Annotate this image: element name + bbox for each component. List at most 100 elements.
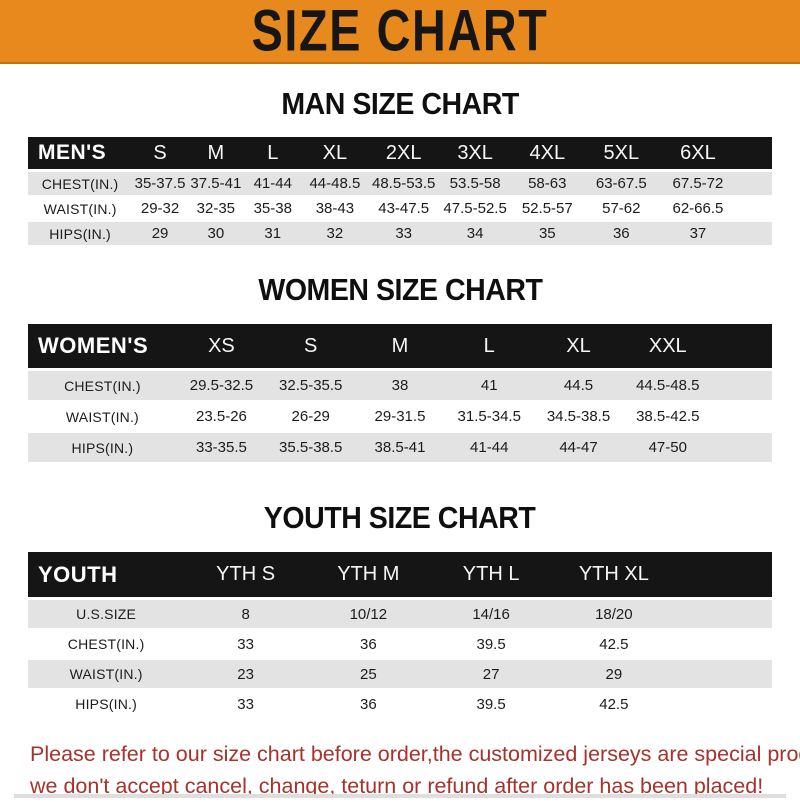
women-value-cell: 32.5-35.5 <box>266 368 356 402</box>
men-value-cell: 67.5-72 <box>658 169 737 197</box>
men-size-table: MEN'S S M L XL 2XL 3XL 4XL 5XL 6XL CHEST(IN.) 35-37… <box>28 137 772 247</box>
women-size-column-header: L <box>483 334 495 357</box>
women-table-row: CHEST(IN.) 29.5-32.5 32.5-35.5 38 41 44.5 44.5… <box>28 368 772 402</box>
men-header-label: MEN'S <box>38 141 107 164</box>
size-chart-banner: SIZE CHART <box>0 0 800 64</box>
men-row-filler <box>736 221 772 247</box>
women-value-cell: 26-29 <box>266 401 356 433</box>
women-header-row: WOMEN'S XS S M L XL XXL <box>28 324 772 370</box>
women-size-column-header: XL <box>566 334 591 357</box>
youth-value-cell: 36 <box>306 689 430 720</box>
men-row-filler <box>736 169 772 197</box>
men-size-column-header: S <box>153 141 167 164</box>
youth-section-heading: YOUTH SIZE CHART <box>0 502 800 534</box>
youth-section: YOUTH SIZE CHART YOUTH YTH S YTH M YTH L YTH… <box>0 502 800 720</box>
men-section-heading-text: MAN SIZE CHART <box>281 86 519 121</box>
men-section-heading: MAN SIZE CHART <box>0 88 800 120</box>
women-size-column-header: XS <box>208 334 235 357</box>
youth-value-cell: 42.5 <box>552 629 676 660</box>
men-size-column-header: 2XL <box>385 141 422 164</box>
youth-size-column-header: YTH S <box>216 563 276 585</box>
women-row-label: HIPS(IN.) <box>28 432 177 464</box>
youth-table-row: WAIST(IN.) 23 25 27 29 <box>28 659 772 690</box>
youth-value-cell: 23 <box>184 659 307 690</box>
women-value-cell: 29.5-32.5 <box>176 368 267 402</box>
women-value-cell: 38 <box>355 368 445 402</box>
youth-row-filler <box>675 689 772 720</box>
youth-value-cell: 42.5 <box>552 689 676 720</box>
men-row-label: WAIST(IN.) <box>28 196 133 222</box>
women-size-table: WOMEN'S XS S M L XL XXL CHEST(IN.) 29.5-32.5 32.5… <box>28 324 772 464</box>
women-value-cell: 34.5-38.5 <box>533 401 624 433</box>
women-value-cell: 23.5-26 <box>176 401 267 433</box>
youth-row-filler <box>675 597 772 630</box>
women-header-label: WOMEN'S <box>38 333 149 358</box>
men-value-cell: 37.5-41 <box>187 169 244 197</box>
men-size-column-header: XL <box>322 141 348 164</box>
men-header-filler <box>737 137 772 171</box>
men-value-cell: 53.5-58 <box>439 169 511 197</box>
men-size-column-header: 5XL <box>603 141 640 164</box>
men-value-cell: 37 <box>658 221 737 247</box>
men-value-cell: 47.5-52.5 <box>439 196 511 222</box>
youth-value-cell: 25 <box>306 659 430 690</box>
disclaimer-line-1: Please refer to our size chart before or… <box>30 742 800 766</box>
men-size-column-header: 6XL <box>680 141 716 164</box>
youth-row-label: CHEST(IN.) <box>28 629 185 660</box>
men-value-cell: 48.5-53.5 <box>367 169 440 197</box>
women-row-filler <box>712 401 772 433</box>
men-row-label: HIPS(IN.) <box>28 221 133 247</box>
women-value-cell: 47-50 <box>623 432 713 464</box>
women-value-cell: 41-44 <box>444 432 534 464</box>
bottom-divider <box>14 794 786 798</box>
men-section: MAN SIZE CHART MEN'S S M L XL 2XL 3XL 4XL 5XL 6XL… <box>0 88 800 247</box>
youth-table-row: CHEST(IN.) 33 36 39.5 42.5 <box>28 629 772 660</box>
men-value-cell: 41-44 <box>243 169 302 197</box>
men-value-cell: 31 <box>243 221 302 247</box>
banner-title: SIZE CHART <box>251 0 549 64</box>
youth-value-cell: 27 <box>429 659 553 690</box>
men-value-cell: 58-63 <box>510 169 584 197</box>
men-value-cell: 33 <box>367 221 440 247</box>
women-row-filler <box>712 432 772 464</box>
youth-header-filler <box>675 552 772 599</box>
youth-value-cell: 14/16 <box>429 597 553 630</box>
women-value-cell: 33-35.5 <box>176 432 267 464</box>
men-size-column-header: 4XL <box>529 141 566 164</box>
men-size-column-header: M <box>207 141 225 164</box>
men-value-cell: 44-48.5 <box>301 169 368 197</box>
women-table-row: WAIST(IN.) 23.5-26 26-29 29-31.5 31.5-34.5 34… <box>28 401 772 433</box>
women-row-label: WAIST(IN.) <box>28 401 177 433</box>
women-section-heading: WOMEN SIZE CHART <box>0 274 800 306</box>
men-value-cell: 32-35 <box>187 196 244 222</box>
youth-value-cell: 33 <box>184 689 307 720</box>
men-table-row: CHEST(IN.) 35-37.5 37.5-41 41-44 44-48.5 48.5… <box>28 169 772 197</box>
youth-value-cell: 8 <box>184 597 307 630</box>
men-size-column-header: 3XL <box>457 141 493 164</box>
youth-size-column-header: YTH L <box>462 563 520 585</box>
youth-section-heading-text: YOUTH SIZE CHART <box>264 500 536 535</box>
women-row-label: CHEST(IN.) <box>28 368 177 402</box>
women-value-cell: 44.5-48.5 <box>623 368 713 402</box>
women-size-column-header: XXL <box>648 334 687 357</box>
women-header-filler <box>712 324 772 370</box>
youth-size-column-header: YTH XL <box>578 563 649 585</box>
youth-value-cell: 33 <box>184 629 307 660</box>
youth-row-filler <box>675 659 772 690</box>
men-value-cell: 30 <box>187 221 244 247</box>
youth-value-cell: 18/20 <box>552 597 676 630</box>
men-value-cell: 35-37.5 <box>132 169 188 197</box>
men-value-cell: 29-32 <box>132 196 188 222</box>
women-value-cell: 44-47 <box>533 432 624 464</box>
men-value-cell: 62-66.5 <box>658 196 737 222</box>
women-table-row: HIPS(IN.) 33-35.5 35.5-38.5 38.5-41 41-44 44-… <box>28 432 772 464</box>
women-value-cell: 41 <box>444 368 534 402</box>
women-value-cell: 29-31.5 <box>355 401 445 433</box>
men-row-filler <box>736 196 772 222</box>
men-value-cell: 29 <box>132 221 188 247</box>
men-value-cell: 35 <box>510 221 584 247</box>
men-size-column-header: L <box>267 141 279 164</box>
youth-table-row: U.S.SIZE 8 10/12 14/16 18/20 <box>28 597 772 630</box>
men-value-cell: 38-43 <box>301 196 368 222</box>
men-value-cell: 34 <box>439 221 511 247</box>
